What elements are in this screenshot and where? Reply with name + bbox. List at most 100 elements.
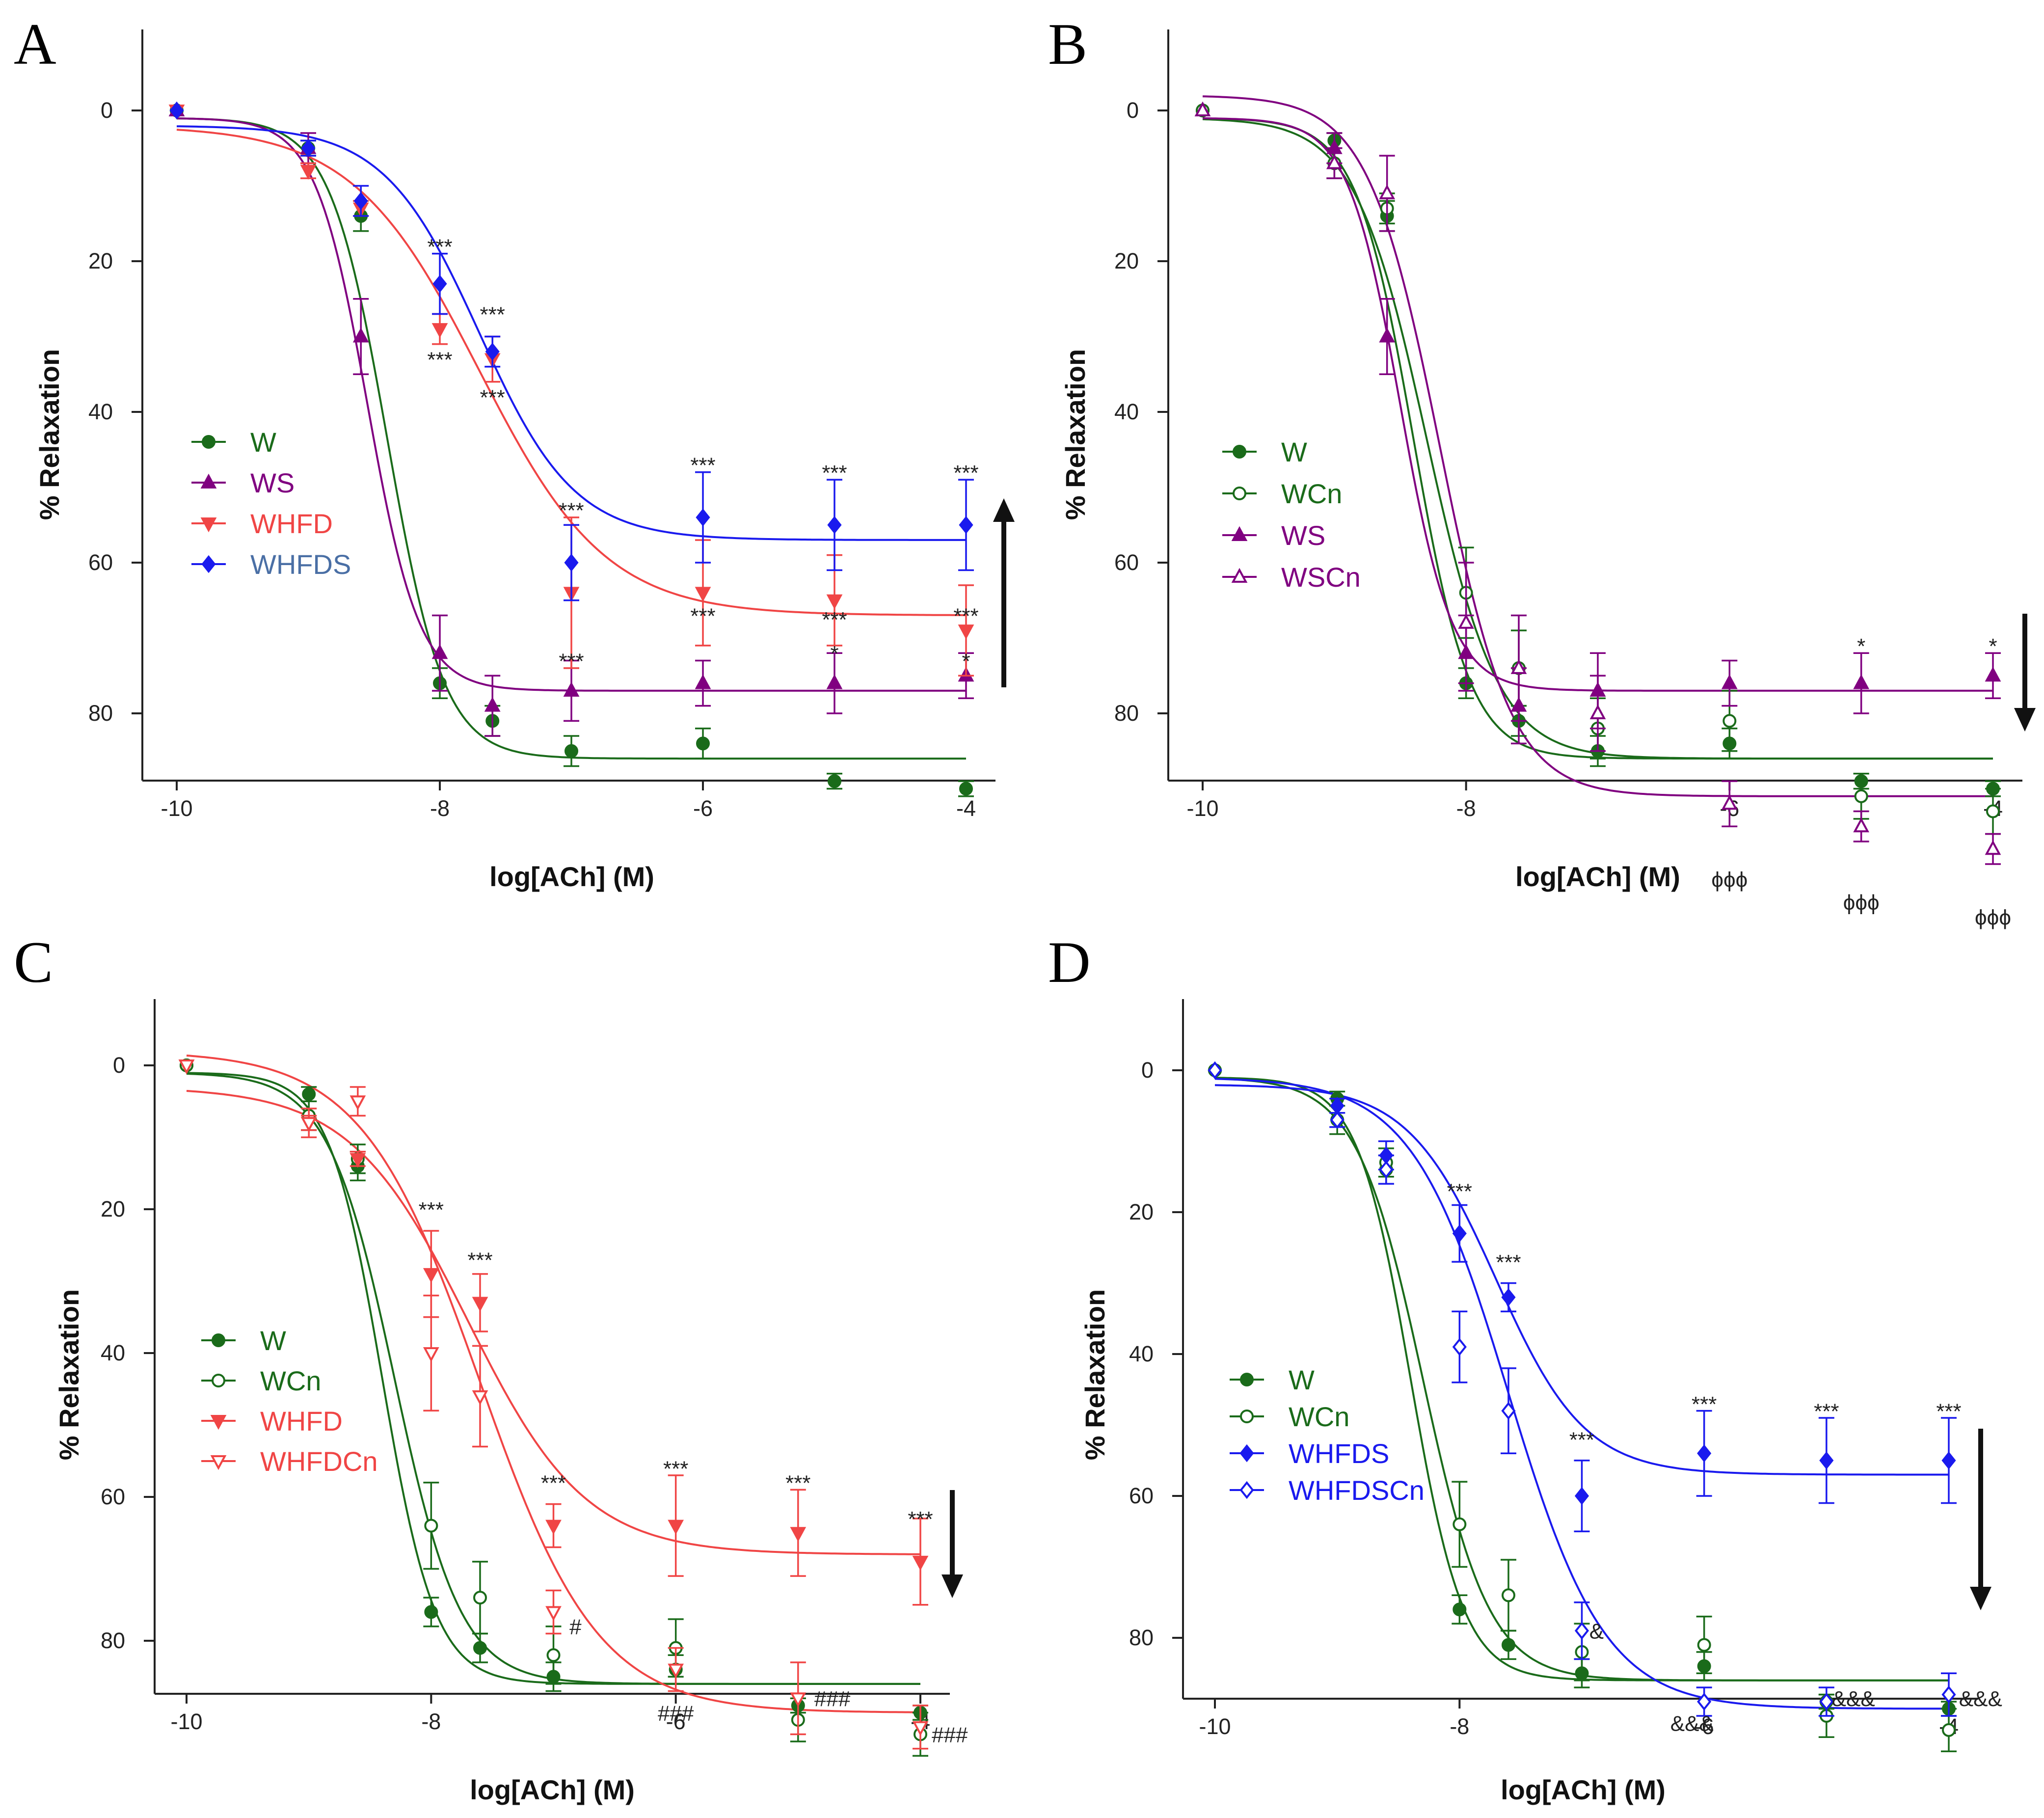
legend-label: WHFD: [250, 508, 333, 539]
fit-curve-w: [1214, 1077, 1949, 1682]
data-point-w: [1452, 1602, 1467, 1617]
legend-label: WHFDSCn: [1289, 1475, 1425, 1506]
data-point-whfdcn: [350, 1095, 366, 1111]
legend-marker-wcn: [1233, 487, 1246, 500]
data-point-whfdcn: [472, 1390, 488, 1406]
x-tick-label: -4: [956, 796, 976, 821]
legend-label: W: [1281, 436, 1307, 467]
data-point-wcn: [1854, 789, 1868, 803]
legend-marker-whfdscn: [1239, 1481, 1254, 1499]
y-tick-label: 80: [88, 701, 113, 726]
panel-c-label: C: [14, 929, 53, 995]
data-point-whfd: [423, 1268, 439, 1283]
data-point-whfds: [564, 553, 579, 572]
data-point-whfdscn: [1819, 1692, 1834, 1711]
legend-marker-whfds: [201, 555, 216, 573]
legend-label: WCn: [1289, 1401, 1349, 1432]
significance-annotation: &: [1589, 1620, 1604, 1644]
panel-a-label: A: [14, 11, 56, 77]
data-point-whfds: [1697, 1444, 1712, 1463]
legend-marker-wscn: [1231, 568, 1248, 583]
y-tick-label: 60: [1129, 1483, 1154, 1508]
data-point-whfdscn: [1501, 1402, 1516, 1420]
x-tick-label: -6: [666, 1709, 686, 1734]
data-point-whfds: [169, 101, 184, 120]
data-point-whfdscn: [1941, 1685, 1956, 1704]
legend-marker-ws: [1231, 526, 1248, 541]
data-point-whfd: [958, 624, 974, 640]
data-point-ws: [484, 697, 501, 712]
significance-annotation: &&&: [1832, 1687, 1875, 1711]
data-point-whfds: [696, 508, 710, 527]
data-point-wscn: [1326, 154, 1343, 169]
data-point-whfdcn: [178, 1059, 195, 1075]
data-point-wscn: [1721, 795, 1738, 810]
trend-arrow-head: [2014, 708, 2036, 732]
y-tick-label: 80: [1114, 701, 1139, 726]
y-tick-label: 20: [101, 1196, 125, 1221]
legend-marker-w: [212, 1333, 225, 1347]
data-point-w: [473, 1641, 487, 1655]
data-point-whfd: [790, 1527, 807, 1542]
data-point-ws: [1853, 674, 1870, 689]
fit-curve-ws: [1202, 117, 1993, 692]
data-point-whfd: [912, 1555, 929, 1571]
x-axis-label: log[ACh] (M): [1515, 861, 1680, 892]
x-tick-label: -10: [161, 796, 192, 821]
legend-marker-w: [1233, 445, 1246, 459]
data-point-whfds: [959, 516, 973, 534]
significance-annotation: ***: [690, 453, 715, 477]
x-tick-label: -10: [1199, 1714, 1231, 1739]
data-point-wcn: [1722, 714, 1737, 728]
data-point-w: [1502, 1638, 1515, 1652]
x-tick-label: -6: [693, 796, 713, 821]
data-point-wscn: [1589, 704, 1606, 719]
data-point-wcn: [1942, 1723, 1956, 1737]
data-point-whfdcn: [300, 1117, 317, 1132]
data-point-whfdcn: [545, 1606, 562, 1621]
significance-annotation: ϕϕϕ: [1975, 905, 2011, 929]
panel-b-label: B: [1048, 11, 1087, 77]
data-point-ws: [1985, 667, 2001, 682]
x-tick-label: -6: [1694, 1714, 1714, 1739]
data-point-whfdscn: [1452, 1338, 1467, 1356]
legend-marker-whfd: [200, 517, 217, 533]
y-tick-label: 80: [1129, 1625, 1154, 1650]
data-point-whfds: [827, 516, 842, 534]
data-point-w: [696, 736, 710, 751]
data-point-whfds: [1452, 1224, 1467, 1243]
significance-annotation: ###: [932, 1723, 968, 1747]
fit-curve-whfds: [176, 125, 966, 541]
legend-label: WS: [1281, 520, 1325, 551]
legend-marker-ws: [200, 473, 217, 488]
fit-curve-wcn: [1214, 1077, 1949, 1682]
significance-annotation: ***: [480, 302, 505, 326]
significance-annotation: ***: [690, 604, 715, 628]
significance-annotation: ***: [559, 650, 584, 674]
data-point-wscn: [1194, 101, 1211, 116]
significance-annotation: ***: [822, 461, 847, 485]
legend-label: WHFDCn: [260, 1446, 378, 1477]
y-tick-label: 60: [101, 1484, 125, 1509]
y-tick-label: 40: [88, 399, 113, 424]
data-point-ws: [352, 327, 369, 343]
data-point-whfds: [485, 342, 500, 361]
y-axis-label: % Relaxation: [34, 349, 65, 520]
significance-annotation: ###: [814, 1687, 851, 1711]
data-point-wcn: [1452, 1517, 1467, 1531]
y-axis-label: % Relaxation: [1060, 349, 1091, 520]
panel-a: A 0 20 40 60 80 -10 -8 -6 -4 log[ACh] (M) % Relaxa…: [14, 11, 1015, 892]
y-tick-label: 40: [1129, 1341, 1154, 1366]
data-point-ws: [695, 674, 711, 689]
x-tick-label: -8: [430, 796, 450, 821]
data-point-ws: [1721, 674, 1738, 689]
significance-annotation: ***: [1496, 1250, 1521, 1275]
significance-annotation: *: [1989, 634, 1997, 658]
significance-annotation: *: [962, 650, 970, 674]
data-point-w: [959, 782, 973, 796]
data-point-whfds: [1501, 1288, 1516, 1306]
data-point-whfd: [350, 1153, 366, 1168]
